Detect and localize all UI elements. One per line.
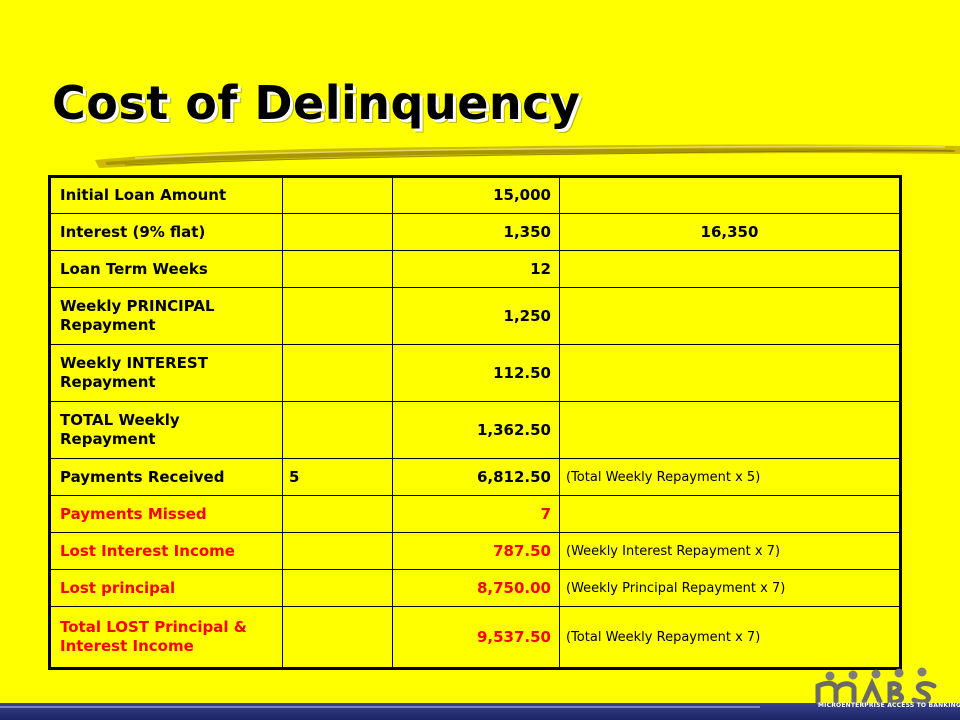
table-row: Initial Loan Amount 15,000: [49, 176, 901, 214]
row-note: [559, 495, 901, 533]
row-count: [282, 176, 393, 214]
row-count: [282, 401, 393, 459]
row-count: 5: [282, 458, 393, 496]
row-label: TOTAL Weekly Repayment: [49, 401, 283, 459]
row-label: Payments Received: [49, 458, 283, 496]
row-count: [282, 250, 393, 288]
row-label: Total LOST Principal & Interest Income: [49, 606, 283, 669]
row-label: Lost principal: [49, 569, 283, 607]
row-amount: 1,350: [392, 213, 560, 251]
row-note: [559, 344, 901, 402]
table-row: Lost principal 8,750.00 (Weekly Principal …: [49, 569, 901, 607]
table-row: Weekly INTEREST Repayment 112.50: [49, 344, 901, 402]
brush-stroke-divider: [95, 144, 960, 168]
row-note: (Total Weekly Repayment x 5): [559, 458, 901, 496]
logo-caption: MICROENTERPRISE ACCESS TO BANKING SERVIC…: [818, 702, 960, 709]
row-label: Weekly PRINCIPAL Repayment: [49, 287, 283, 345]
row-note: 16,350: [559, 213, 901, 251]
row-note: (Weekly Principal Repayment x 7): [559, 569, 901, 607]
row-note: (Total Weekly Repayment x 7): [559, 606, 901, 669]
row-count: [282, 606, 393, 669]
table-row: Lost Interest Income 787.50 (Weekly Intere…: [49, 532, 901, 570]
row-amount: 1,362.50: [392, 401, 560, 459]
row-note: [559, 250, 901, 288]
row-count: [282, 495, 393, 533]
row-count: [282, 532, 393, 570]
row-label: Lost Interest Income: [49, 532, 283, 570]
row-amount: 6,812.50: [392, 458, 560, 496]
table-row: Payments Received 5 6,812.50 (Total Weekly …: [49, 458, 901, 496]
mabs-logo: [815, 667, 937, 705]
row-note: [559, 287, 901, 345]
table-row: Weekly PRINCIPAL Repayment 1,250: [49, 287, 901, 345]
row-amount: 7: [392, 495, 560, 533]
row-amount: 12: [392, 250, 560, 288]
row-amount: 8,750.00: [392, 569, 560, 607]
row-amount: 9,537.50: [392, 606, 560, 669]
row-note: [559, 176, 901, 214]
table-row: Interest (9% flat) 1,350 16,350: [49, 213, 901, 251]
row-label: Loan Term Weeks: [49, 250, 283, 288]
row-count: [282, 344, 393, 402]
row-label: Weekly INTEREST Repayment: [49, 344, 283, 402]
row-count: [282, 569, 393, 607]
row-note: (Weekly Interest Repayment x 7): [559, 532, 901, 570]
row-amount: 112.50: [392, 344, 560, 402]
row-label: Initial Loan Amount: [49, 176, 283, 214]
row-note: [559, 401, 901, 459]
footer-bar: [0, 703, 960, 720]
row-label: Interest (9% flat): [49, 213, 283, 251]
delinquency-table: Initial Loan Amount 15,000 Interest (9% fl…: [48, 175, 902, 670]
page-title: Cost of Delinquency: [52, 76, 581, 130]
row-amount: 15,000: [392, 176, 560, 214]
footer-stripe: [0, 706, 760, 708]
row-count: [282, 213, 393, 251]
table-row: Total LOST Principal & Interest Income 9,…: [49, 606, 901, 669]
row-amount: 1,250: [392, 287, 560, 345]
table-row: Payments Missed 7: [49, 495, 901, 533]
table-row: Loan Term Weeks 12: [49, 250, 901, 288]
table-row: TOTAL Weekly Repayment 1,362.50: [49, 401, 901, 459]
row-amount: 787.50: [392, 532, 560, 570]
row-label: Payments Missed: [49, 495, 283, 533]
row-count: [282, 287, 393, 345]
